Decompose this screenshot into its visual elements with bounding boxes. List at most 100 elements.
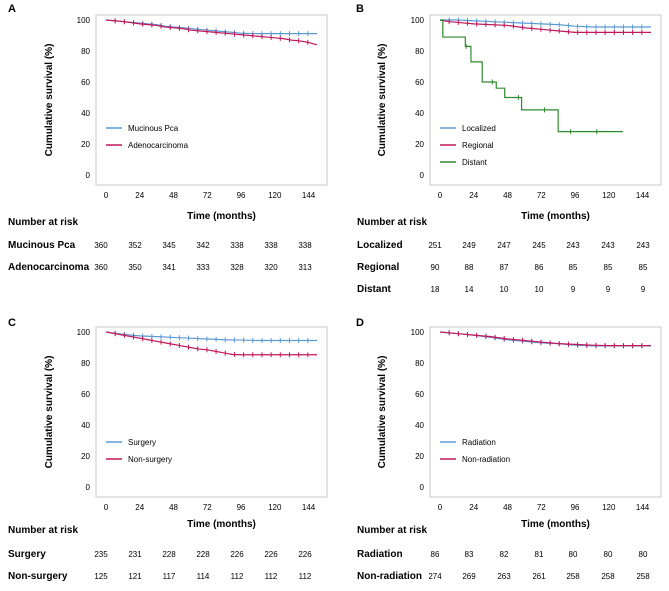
risk-value: 226	[230, 550, 244, 559]
risk-value: 258	[566, 572, 580, 581]
legend-label: Mucinous Pca	[128, 124, 179, 133]
risk-value: 313	[298, 263, 312, 272]
legend-label: Localized	[462, 124, 496, 133]
risk-value: 121	[128, 572, 142, 581]
y-axis-title: Cumulative survival (%)	[377, 356, 388, 469]
y-tick-label: 40	[81, 109, 90, 118]
x-tick-label: 144	[636, 503, 650, 512]
risk-row-label: Distant	[357, 284, 392, 295]
x-tick-label: 24	[135, 191, 144, 200]
legend-label: Adenocarcinoma	[128, 141, 189, 150]
risk-value: 342	[196, 241, 210, 250]
risk-value: 112	[231, 572, 244, 581]
x-tick-label: 120	[268, 503, 282, 512]
risk-value: 86	[535, 263, 544, 272]
risk-value: 114	[197, 572, 210, 581]
risk-row-label: Non-radiation	[357, 571, 422, 582]
plot-frame	[429, 326, 662, 498]
x-tick-label: 0	[104, 503, 109, 512]
risk-value: 228	[196, 550, 210, 559]
x-tick-label: 120	[602, 191, 616, 200]
risk-value: 345	[162, 241, 176, 250]
risk-value: 333	[196, 263, 210, 272]
plot-frame	[95, 14, 328, 186]
x-tick-label: 0	[104, 191, 109, 200]
risk-value: 86	[431, 550, 440, 559]
risk-value: 338	[230, 241, 244, 250]
risk-value: 90	[431, 263, 440, 272]
risk-value: 251	[428, 241, 442, 250]
x-tick-label: 120	[268, 191, 282, 200]
risk-value: 87	[500, 263, 509, 272]
risk-value: 88	[465, 263, 474, 272]
risk-row-label: Surgery	[8, 549, 46, 560]
risk-value: 338	[298, 241, 312, 250]
risk-value: 258	[636, 572, 650, 581]
risk-table-title: Number at risk	[357, 217, 427, 228]
x-axis-title: Time (months)	[521, 211, 590, 222]
risk-value: 9	[606, 285, 611, 294]
y-tick-label: 0	[86, 171, 91, 180]
risk-value: 80	[604, 550, 613, 559]
x-axis-title: Time (months)	[187, 211, 256, 222]
x-tick-label: 144	[302, 191, 316, 200]
risk-value: 360	[94, 241, 108, 250]
risk-value: 235	[94, 550, 108, 559]
risk-value: 112	[265, 572, 278, 581]
risk-value: 243	[601, 241, 615, 250]
risk-value: 226	[264, 550, 278, 559]
plot-frame	[95, 326, 328, 498]
risk-value: 247	[497, 241, 511, 250]
risk-value: 338	[264, 241, 278, 250]
risk-row-label: Regional	[357, 262, 399, 273]
x-tick-label: 48	[503, 503, 512, 512]
legend-label: Non-radiation	[462, 455, 510, 464]
x-axis-title: Time (months)	[187, 519, 256, 530]
y-tick-label: 100	[77, 16, 91, 25]
risk-value: 341	[162, 263, 176, 272]
x-tick-label: 24	[469, 503, 478, 512]
legend-label: Surgery	[128, 438, 156, 447]
risk-table-title: Number at risk	[8, 217, 78, 228]
x-tick-label: 24	[135, 503, 144, 512]
risk-value: 9	[641, 285, 646, 294]
y-tick-label: 20	[415, 452, 424, 461]
risk-row-label: Radiation	[357, 549, 403, 560]
y-tick-label: 100	[77, 328, 91, 337]
y-axis-title: Cumulative survival (%)	[377, 44, 388, 157]
x-tick-label: 24	[469, 191, 478, 200]
y-axis-title: Cumulative survival (%)	[44, 44, 55, 157]
x-tick-label: 72	[537, 191, 546, 200]
panel-letter-a: A	[8, 3, 16, 15]
risk-table-title: Number at risk	[357, 525, 427, 536]
risk-value: 85	[604, 263, 613, 272]
legend-label: Radiation	[462, 438, 496, 447]
panel-letter-d: D	[356, 317, 364, 329]
risk-table-title: Number at risk	[8, 525, 78, 536]
x-tick-label: 48	[169, 191, 178, 200]
risk-value: 80	[639, 550, 648, 559]
panel-letter-c: C	[8, 317, 16, 329]
x-tick-label: 48	[169, 503, 178, 512]
y-tick-label: 60	[81, 78, 90, 87]
y-tick-label: 60	[415, 78, 424, 87]
risk-value: 9	[571, 285, 576, 294]
risk-value: 10	[535, 285, 544, 294]
risk-value: 274	[428, 572, 442, 581]
risk-value: 258	[601, 572, 615, 581]
y-tick-label: 0	[420, 483, 425, 492]
risk-value: 269	[462, 572, 476, 581]
risk-value: 14	[465, 285, 474, 294]
legend-label: Non-surgery	[128, 455, 172, 464]
risk-value: 10	[500, 285, 509, 294]
risk-value: 228	[162, 550, 176, 559]
risk-row-label: Localized	[357, 240, 403, 251]
y-tick-label: 40	[415, 421, 424, 430]
series-line	[439, 19, 651, 33]
x-tick-label: 144	[302, 503, 316, 512]
y-tick-label: 100	[411, 328, 425, 337]
series-line	[440, 19, 623, 133]
y-tick-label: 20	[415, 140, 424, 149]
y-tick-label: 60	[81, 390, 90, 399]
x-tick-label: 120	[602, 503, 616, 512]
